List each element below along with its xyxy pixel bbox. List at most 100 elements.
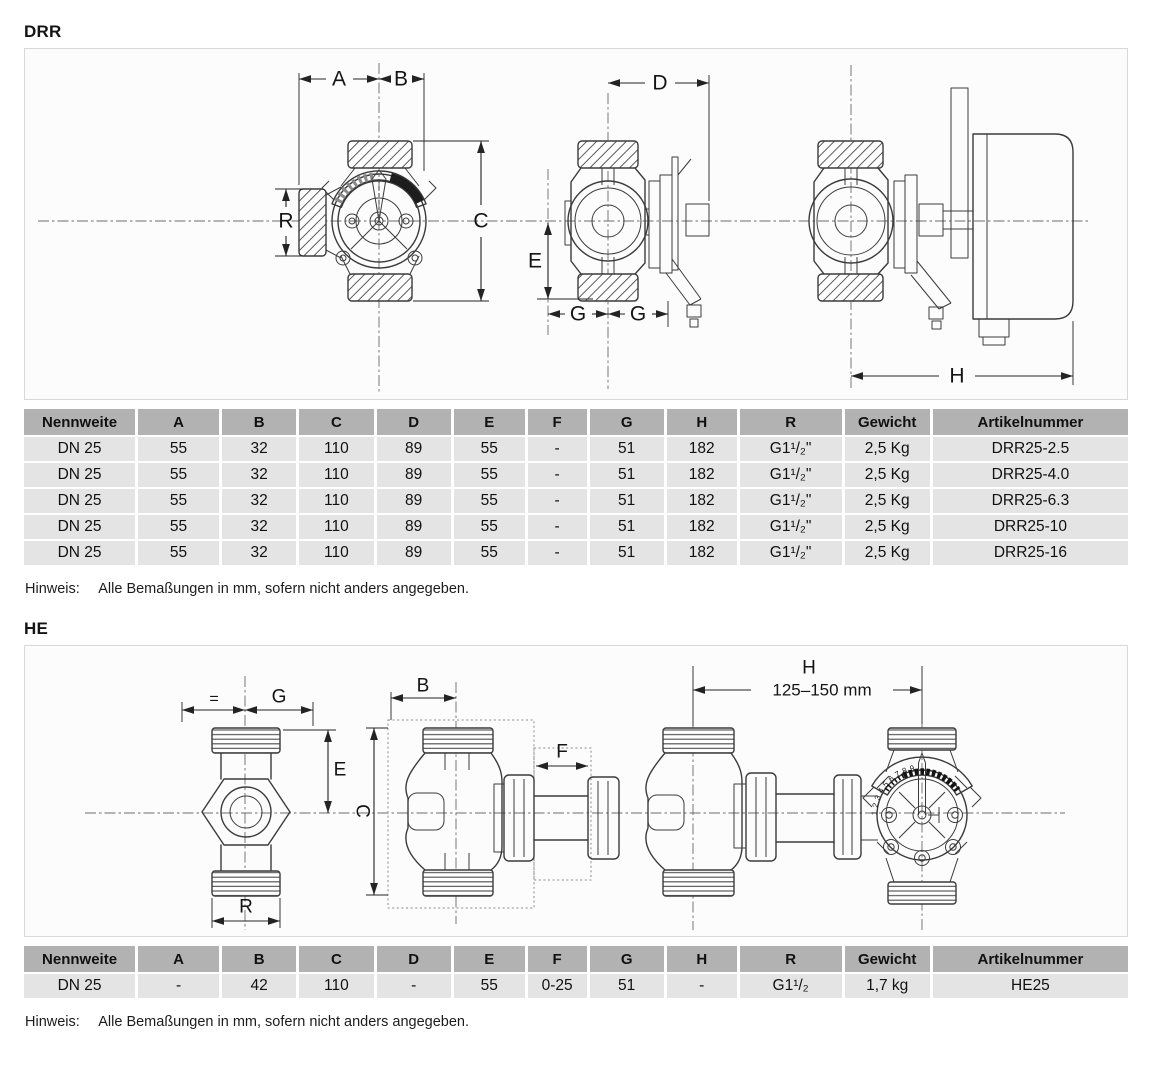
cell: - [665,973,740,1000]
dim-label-e: E [528,250,542,273]
drr-technical-drawing: A B R C [38,63,1091,393]
table-row: DN 25 55 32 110 89 55 - 51 182 G1¹/₂" 2,… [24,514,1128,541]
cell: - [375,973,454,1000]
cell: 55 [452,488,528,515]
cell: G1¹/₂" [738,514,845,541]
drr-hinweis: Hinweis: Alle Bemaßungen in mm, sofern n… [25,581,1128,597]
col-header-b: B [220,946,300,974]
col-header-f: F [526,946,590,974]
dim-label-g2: G [630,303,646,326]
cell: 2,5 Kg [843,514,933,541]
col-header-nennweite: Nennweite [24,409,139,437]
cell: - [526,514,590,541]
cell: - [526,488,590,515]
cell: 110 [297,462,377,489]
drr-actuator-view [808,87,1074,346]
drr-spec-table: Nennweite A B C D E F G H R Gewicht Arti… [24,409,1128,567]
cell: DRR25-6.3 [931,488,1128,515]
col-header-artikelnummer: Artikelnummer [931,946,1128,974]
cell: 182 [665,462,740,489]
hinweis-text: Alle Bemaßungen in mm, sofern nicht ande… [98,581,470,597]
cell: DN 25 [24,488,139,515]
cell: 51 [588,540,667,567]
cell: 55 [452,973,528,1000]
cell: 89 [375,514,454,541]
col-header-g: G [588,409,667,437]
cell: 2,5 Kg [843,540,933,567]
drr-side-dimensions: D E G G [528,72,710,327]
table-row: DN 25 55 32 110 89 55 - 51 182 G1¹/₂" 2,… [24,462,1128,489]
cell: 55 [136,514,222,541]
he-hinweis: Hinweis: Alle Bemaßungen in mm, sofern n… [25,1014,1128,1030]
cell: 32 [220,436,300,463]
he-spec-table: Nennweite A B C D E F G H R Gewicht Arti… [24,946,1128,1000]
cell: 182 [665,488,740,515]
dim-label-d: D [652,72,667,95]
col-header-gewicht: Gewicht [843,409,933,437]
he-section-heading: HE [24,619,49,638]
cell: 110 [297,540,377,567]
drr-actuator-dimensions: H [851,321,1074,388]
cell: 51 [588,488,667,515]
cell: DRR25-10 [931,514,1128,541]
drr-drawing-panel: A B R C [24,48,1128,400]
he-technical-drawing: = G E R [25,646,1065,930]
table-row: DN 25 - 42 110 - 55 0-25 51 - G1¹/₂ 1,7 … [24,973,1128,1000]
cell: DN 25 [24,462,139,489]
he-front-view [201,727,291,897]
cell: - [526,462,590,489]
drr-front-top-port [347,140,413,169]
datasheet-page: D R R [24,22,1128,1030]
dim-label-c: C [352,804,373,818]
cell: 55 [452,436,528,463]
col-header-r: R [738,946,845,974]
drr-front-view [298,140,437,302]
dim-label-r: R [278,210,293,233]
hinweis-label: Hinweis: [25,581,80,597]
cell: 42 [220,973,300,1000]
cell: DN 25 [24,514,139,541]
drr-front-left-port [298,188,327,257]
cell: 182 [665,540,740,567]
cell: 51 [588,462,667,489]
cell: 2,5 Kg [843,462,933,489]
cell: 0-25 [526,973,590,1000]
cell: - [526,436,590,463]
col-header-a: A [136,409,222,437]
dim-label-equal: = [209,691,218,708]
dim-label-h: H [802,658,816,679]
cell: DRR25-16 [931,540,1128,567]
col-header-r: R [738,409,845,437]
col-header-nennweite: Nennweite [24,946,139,974]
col-header-d: D [375,946,454,974]
cell: 2,5 Kg [843,488,933,515]
hinweis-label: Hinweis: [25,1014,80,1030]
drr-side-view [564,140,710,328]
cell: 110 [297,488,377,515]
he-assembly-dimensions: H 125–150 mm [692,658,923,726]
he-drawing-panel: = G E R [24,645,1128,937]
cell: - [526,540,590,567]
cell: G1¹/₂ [738,973,845,1000]
he-side-view [387,719,620,909]
drr-front-bottom-port [347,273,413,302]
cell: DRR25-2.5 [931,436,1128,463]
col-header-artikelnummer: Artikelnummer [931,409,1128,437]
cell: 182 [665,436,740,463]
cell: HE25 [931,973,1128,1000]
cell: 89 [375,462,454,489]
cell: 32 [220,462,300,489]
col-header-h: H [665,946,740,974]
he-table-header-row: Nennweite A B C D E F G H R Gewicht Arti… [24,946,1128,974]
table-row: DN 25 55 32 110 89 55 - 51 182 G1¹/₂" 2,… [24,540,1128,567]
cell: G1¹/₂" [738,436,845,463]
dim-label-g1: G [570,303,586,326]
col-header-g: G [588,946,667,974]
cell: G1¹/₂" [738,540,845,567]
col-header-a: A [136,946,222,974]
cell: 32 [220,488,300,515]
col-header-gewicht: Gewicht [843,946,933,974]
col-header-c: C [297,409,377,437]
col-header-d: D [375,409,454,437]
cell: 89 [375,540,454,567]
